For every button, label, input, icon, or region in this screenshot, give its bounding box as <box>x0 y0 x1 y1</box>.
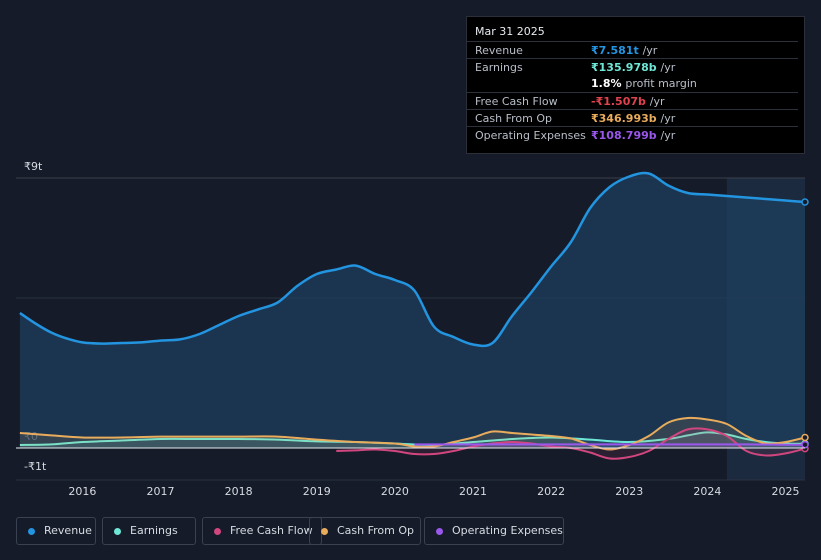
x-tick-label: 2018 <box>225 485 253 498</box>
legend-dot-icon <box>321 528 328 535</box>
tooltip-label: Cash From Op <box>475 112 553 125</box>
tooltip-row-cash-from-op: Cash From Op ₹346.993b /yr <box>467 109 798 126</box>
tooltip-row-revenue: Revenue ₹7.581t /yr <box>467 41 798 58</box>
x-tick-label: 2021 <box>459 485 487 498</box>
x-tick-label: 2020 <box>381 485 409 498</box>
tooltip-row-earnings: Earnings ₹135.978b /yr <box>467 58 798 75</box>
tooltip-row-margin: 1.8% profit margin <box>467 75 798 92</box>
legend-dot-icon <box>436 528 443 535</box>
legend-item-earnings[interactable]: Earnings <box>102 517 196 545</box>
chart: ₹9t₹0-₹1t2016201720182019202020212022202… <box>16 160 809 498</box>
x-tick-label: 2017 <box>147 485 175 498</box>
x-tick-label: 2022 <box>537 485 565 498</box>
legend-label: Earnings <box>130 524 178 537</box>
tooltip-row-operating-expenses: Operating Expenses ₹108.799b /yr <box>467 126 798 143</box>
legend-dot-icon <box>28 528 35 535</box>
x-tick-label: 2016 <box>68 485 96 498</box>
x-tick-label: 2025 <box>771 485 799 498</box>
series-endpoint-revenue <box>801 198 809 206</box>
y-tick-label: ₹9t <box>24 160 43 173</box>
legend-label: Cash From Op <box>337 524 415 537</box>
legend-item-cash-from-op[interactable]: Cash From Op <box>309 517 421 545</box>
tooltip-label: Revenue <box>475 44 523 57</box>
legend-item-revenue[interactable]: Revenue <box>16 517 96 545</box>
tooltip-value: ₹108.799b /yr <box>591 129 676 142</box>
tooltip-row-free-cash-flow: Free Cash Flow -₹1.507b /yr <box>467 92 798 109</box>
tooltip-value: ₹346.993b /yr <box>591 112 676 125</box>
tooltip-date: Mar 31 2025 <box>475 25 545 38</box>
x-tick-label: 2024 <box>693 485 721 498</box>
legend-label: Revenue <box>44 524 92 537</box>
x-tick-label: 2019 <box>303 485 331 498</box>
legend-item-free-cash-flow[interactable]: Free Cash Flow <box>202 517 322 545</box>
tooltip-label: Free Cash Flow <box>475 95 558 108</box>
legend-dot-icon <box>114 528 121 535</box>
legend-label: Free Cash Flow <box>230 524 313 537</box>
legend-dot-icon <box>214 528 221 535</box>
x-tick-label: 2023 <box>615 485 643 498</box>
series-line-revenue <box>19 171 806 348</box>
tooltip-panel: Mar 31 2025 Revenue ₹7.581t /yr Earnings… <box>466 16 805 154</box>
y-tick-label: -₹1t <box>24 460 47 473</box>
series-area-cash-from-op <box>19 417 805 450</box>
tooltip-value: ₹135.978b /yr <box>591 61 676 74</box>
series-area-free-cash-flow <box>336 428 805 459</box>
tooltip-label: Earnings <box>475 61 523 74</box>
tooltip-value: -₹1.507b /yr <box>591 95 665 108</box>
legend-label: Operating Expenses <box>452 524 563 537</box>
tooltip-value: 1.8% profit margin <box>591 77 697 90</box>
legend-item-operating-expenses[interactable]: Operating Expenses <box>424 517 564 545</box>
series-endpoint-cash-from-op <box>801 433 809 442</box>
tooltip-label: Operating Expenses <box>475 129 586 142</box>
tooltip-value: ₹7.581t /yr <box>591 44 658 57</box>
series-endpoint-operating-expenses <box>801 440 809 449</box>
series-line-cash-from-op <box>19 416 806 451</box>
series-area-revenue <box>19 173 805 449</box>
series-line-earnings <box>19 431 806 447</box>
